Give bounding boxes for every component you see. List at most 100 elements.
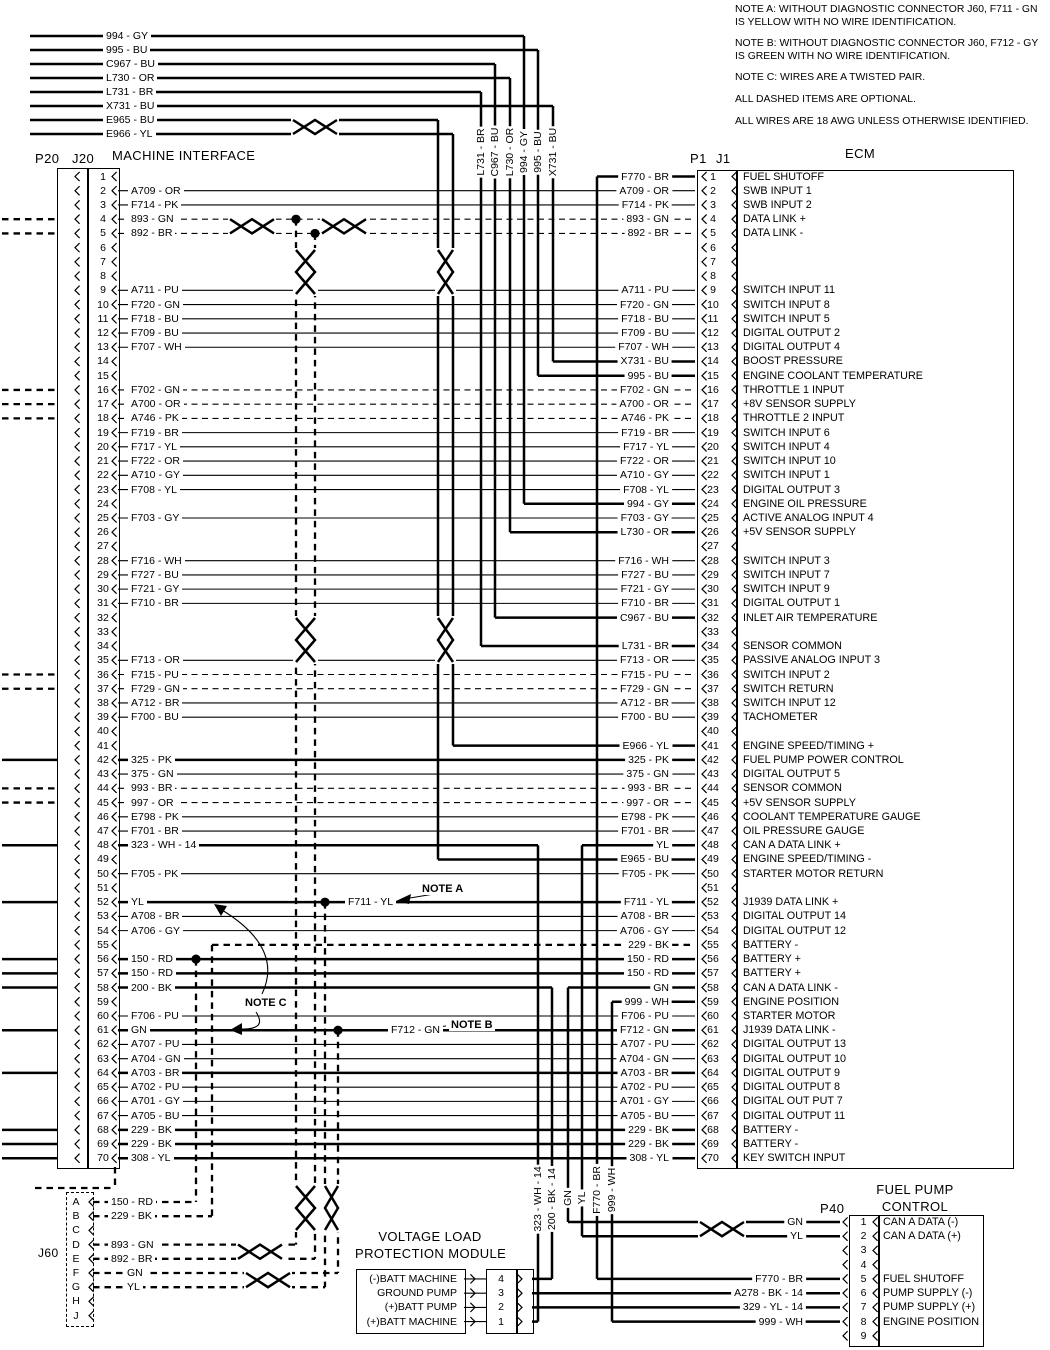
pin-number-j20: 58 <box>97 981 109 994</box>
pin-number-j1: 70 <box>707 1152 719 1165</box>
pin-number-j1: 4 <box>710 213 716 226</box>
pin-chevron <box>111 669 118 680</box>
pin-chevron <box>731 271 738 282</box>
pin-chevron <box>731 384 738 395</box>
wire-label-f711: F711 - YL <box>345 896 397 908</box>
wire-label-left: F707 - WH <box>128 341 185 354</box>
pin-chevron <box>731 911 738 922</box>
pin-chevron <box>701 996 708 1007</box>
pin-number-j1: 52 <box>707 896 719 909</box>
pin-chevron <box>701 569 708 580</box>
pin-letter-j60: G <box>71 1281 81 1294</box>
wire-label-right: F705 - PK <box>618 867 672 880</box>
pin-chevron <box>111 384 118 395</box>
pin-chevron <box>731 1025 738 1036</box>
pin-chevron <box>731 697 738 708</box>
top-wire-label: 995 - BU <box>103 44 151 56</box>
vertical-wire-label-top: L731 - BR <box>475 126 487 178</box>
pin-chevron <box>731 185 738 196</box>
wire-label-left: F727 - BU <box>128 568 182 581</box>
top-wire-label: E965 - BU <box>103 114 158 126</box>
note-awg-text: ALL WIRES ARE 18 AWG UNLESS OTHERWISE ID… <box>735 115 1029 127</box>
pin-chevron <box>111 598 118 609</box>
wire-label-p40: 329 - YL - 14 <box>739 1301 806 1314</box>
pin-chevron <box>74 797 81 808</box>
pin-number-j1: 9 <box>710 284 716 297</box>
pin-number-j20: 41 <box>97 739 109 752</box>
ecm-signal-label: CAN A DATA LINK - <box>741 981 840 994</box>
pin-number-j20: 20 <box>97 440 109 453</box>
ecm-box <box>737 170 1014 1169</box>
pin-chevron <box>731 285 738 296</box>
pin-chevron <box>731 356 738 367</box>
pin-chevron <box>111 954 118 965</box>
note-dashed-text: ALL DASHED ITEMS ARE OPTIONAL. <box>735 93 916 105</box>
wire-label-right: F720 - GN <box>616 298 672 311</box>
fuel-pump-signal-label: PUMP SUPPLY (+) <box>881 1301 978 1314</box>
ecm-signal-label: J1939 DATA LINK - <box>741 1024 838 1037</box>
pin-number-j1: 13 <box>707 341 719 354</box>
pin-letter-j60: F <box>72 1267 80 1279</box>
pin-chevron <box>731 982 738 993</box>
pin-number-j1: 25 <box>707 511 719 524</box>
ecm-signal-label: CAN A DATA LINK + <box>741 839 843 852</box>
pin-chevron <box>74 655 81 666</box>
pin-number-j20: 12 <box>97 327 109 340</box>
vlpm-signal-box <box>356 1269 466 1334</box>
pin-number-j20: 2 <box>100 184 106 197</box>
pin-chevron <box>111 1039 118 1050</box>
pin-chevron <box>111 327 118 339</box>
pin-chevron <box>872 1259 879 1270</box>
pin-chevron <box>111 527 118 538</box>
ecm-signal-label: SWITCH INPUT 1 <box>741 469 832 482</box>
pin-chevron <box>701 1053 708 1064</box>
ecm-signal-label: DIGITAL OUTPUT 1 <box>741 597 842 610</box>
wire-label-p40: GN <box>784 1216 806 1228</box>
pin-chevron <box>111 427 118 438</box>
pin-chevron <box>74 584 81 595</box>
pin-chevron <box>731 228 738 239</box>
pin-number-j20: 57 <box>97 967 109 980</box>
wire-label-left: A703 - BR <box>128 1066 183 1079</box>
vertical-wire-label-bottom: 999 - WH <box>606 1165 618 1215</box>
pin-number-j20: 66 <box>97 1095 109 1108</box>
wire-label-right: F716 - WH <box>615 554 672 567</box>
pin-chevron <box>469 1316 476 1327</box>
pin-chevron <box>701 612 708 623</box>
pin-chevron <box>731 527 738 538</box>
vertical-wire-label-top: X731 - BU <box>547 125 559 179</box>
wire-label-right: F727 - BU <box>618 568 672 581</box>
pin-number-j1: 66 <box>707 1095 719 1108</box>
ecm-signal-label: STARTER MOTOR RETURN <box>741 867 886 880</box>
pin-chevron <box>731 1110 738 1121</box>
top-wire-label: C967 - BU <box>103 58 159 70</box>
twist-symbol <box>229 217 275 235</box>
pin-chevron <box>731 854 738 865</box>
pin-number-vlpm: 4 <box>498 1272 504 1285</box>
pin-chevron <box>111 655 118 666</box>
wire-label-left: 375 - GN <box>128 768 177 781</box>
pin-number-j1: 39 <box>707 711 719 724</box>
pin-number-j1: 49 <box>707 853 719 866</box>
pin-number-j1: 30 <box>707 583 719 596</box>
pin-number-j20: 30 <box>97 583 109 596</box>
pin-number-j1: 46 <box>707 810 719 823</box>
pin-chevron <box>731 1153 738 1164</box>
pin-chevron <box>701 598 708 609</box>
pin-letter-j60: C <box>72 1224 80 1237</box>
wire-label-right: 150 - RD <box>623 967 672 980</box>
pin-chevron <box>111 1124 118 1135</box>
pin-chevron <box>74 897 81 908</box>
pin-chevron <box>701 1124 708 1135</box>
pin-chevron <box>111 641 118 652</box>
pin-chevron <box>111 356 118 367</box>
twist-symbol <box>237 1243 283 1261</box>
pin-chevron <box>701 1010 708 1022</box>
ecm-signal-label: DIGITAL OUT PUT 7 <box>741 1095 845 1108</box>
pin-number-j1: 10 <box>707 298 719 311</box>
pin-chevron <box>74 1039 81 1050</box>
pin-number-j1: 69 <box>707 1138 719 1151</box>
ecm-signal-label: DIGITAL OUTPUT 4 <box>741 341 842 354</box>
pin-number-j20: 34 <box>97 640 109 653</box>
pin-chevron <box>701 342 708 353</box>
